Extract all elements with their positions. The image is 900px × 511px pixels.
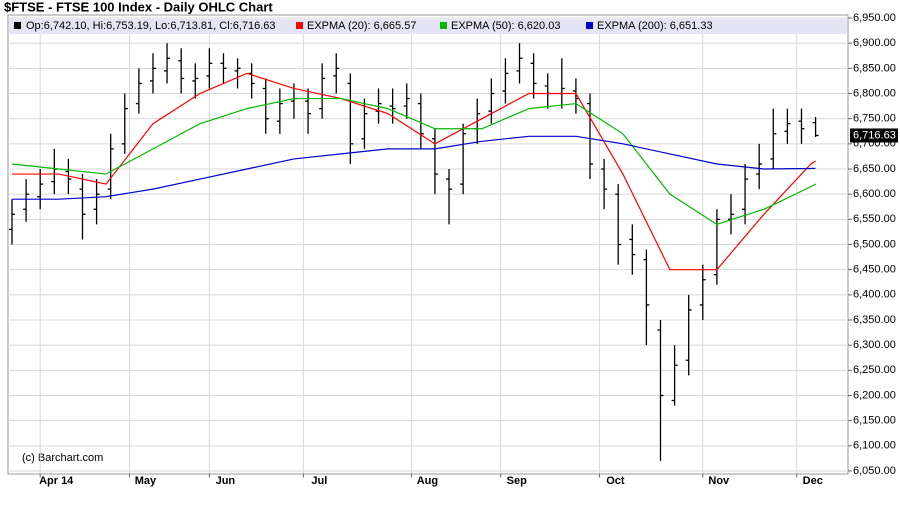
- legend-band: [9, 19, 847, 34]
- last-price-box: [850, 128, 898, 143]
- ema-line: [11, 135, 816, 200]
- x-tick-label: May: [135, 475, 157, 487]
- y-tick-label: 6,950.00: [853, 12, 896, 24]
- y-tick-label: 6,900.00: [853, 37, 896, 49]
- y-tick-label: 6,050.00: [853, 465, 896, 477]
- y-tick-label: 6,450.00: [853, 264, 896, 276]
- y-tick-label: 6,850.00: [853, 62, 896, 74]
- x-tick-label: Apr 14: [39, 475, 74, 487]
- y-tick-label: 6,200.00: [853, 389, 896, 401]
- legend-swatch: [14, 22, 21, 29]
- ema-line: [11, 72, 816, 271]
- y-tick-label: 6,350.00: [853, 314, 896, 326]
- legend-swatch: [440, 22, 447, 29]
- y-tick-label: 6,800.00: [853, 87, 896, 99]
- x-tick-label: Jul: [311, 475, 327, 487]
- y-tick-label: 6,500.00: [853, 238, 896, 250]
- legend-label: EXPMA (50): 6,620.03: [451, 20, 560, 32]
- x-tick-label: Aug: [417, 475, 438, 487]
- x-tick-label: Oct: [606, 475, 625, 487]
- y-tick-label: 6,600.00: [853, 188, 896, 200]
- legend-label: EXPMA (200): 6,651.33: [597, 20, 713, 32]
- y-tick-label: 6,750.00: [853, 113, 896, 125]
- watermark: (c) Barchart.com: [22, 452, 103, 464]
- chart-title: $FTSE - FTSE 100 Index - Daily OHLC Char…: [4, 0, 273, 14]
- ema-line: [11, 97, 816, 226]
- x-tick-label: Sep: [507, 475, 527, 487]
- legend-ohlc: Op:6,742.10, Hi:6,753.19, Lo:6,713.81, C…: [26, 20, 276, 32]
- y-tick-label: 6,400.00: [853, 289, 896, 301]
- y-tick-label: 6,300.00: [853, 339, 896, 351]
- legend-swatch: [586, 22, 593, 29]
- y-tick-label: 6,100.00: [853, 440, 896, 452]
- x-tick-label: Nov: [708, 475, 730, 487]
- legend-swatch: [296, 22, 303, 29]
- x-tick-label: Jun: [216, 475, 236, 487]
- y-tick-label: 6,650.00: [853, 163, 896, 175]
- y-tick-label: 6,150.00: [853, 415, 896, 427]
- last-price-label: 6,716.63: [853, 129, 896, 141]
- y-tick-label: 6,550.00: [853, 213, 896, 225]
- legend-label: EXPMA (20): 6,665.57: [307, 20, 416, 32]
- x-tick-label: Dec: [803, 475, 823, 487]
- y-tick-label: 6,250.00: [853, 364, 896, 376]
